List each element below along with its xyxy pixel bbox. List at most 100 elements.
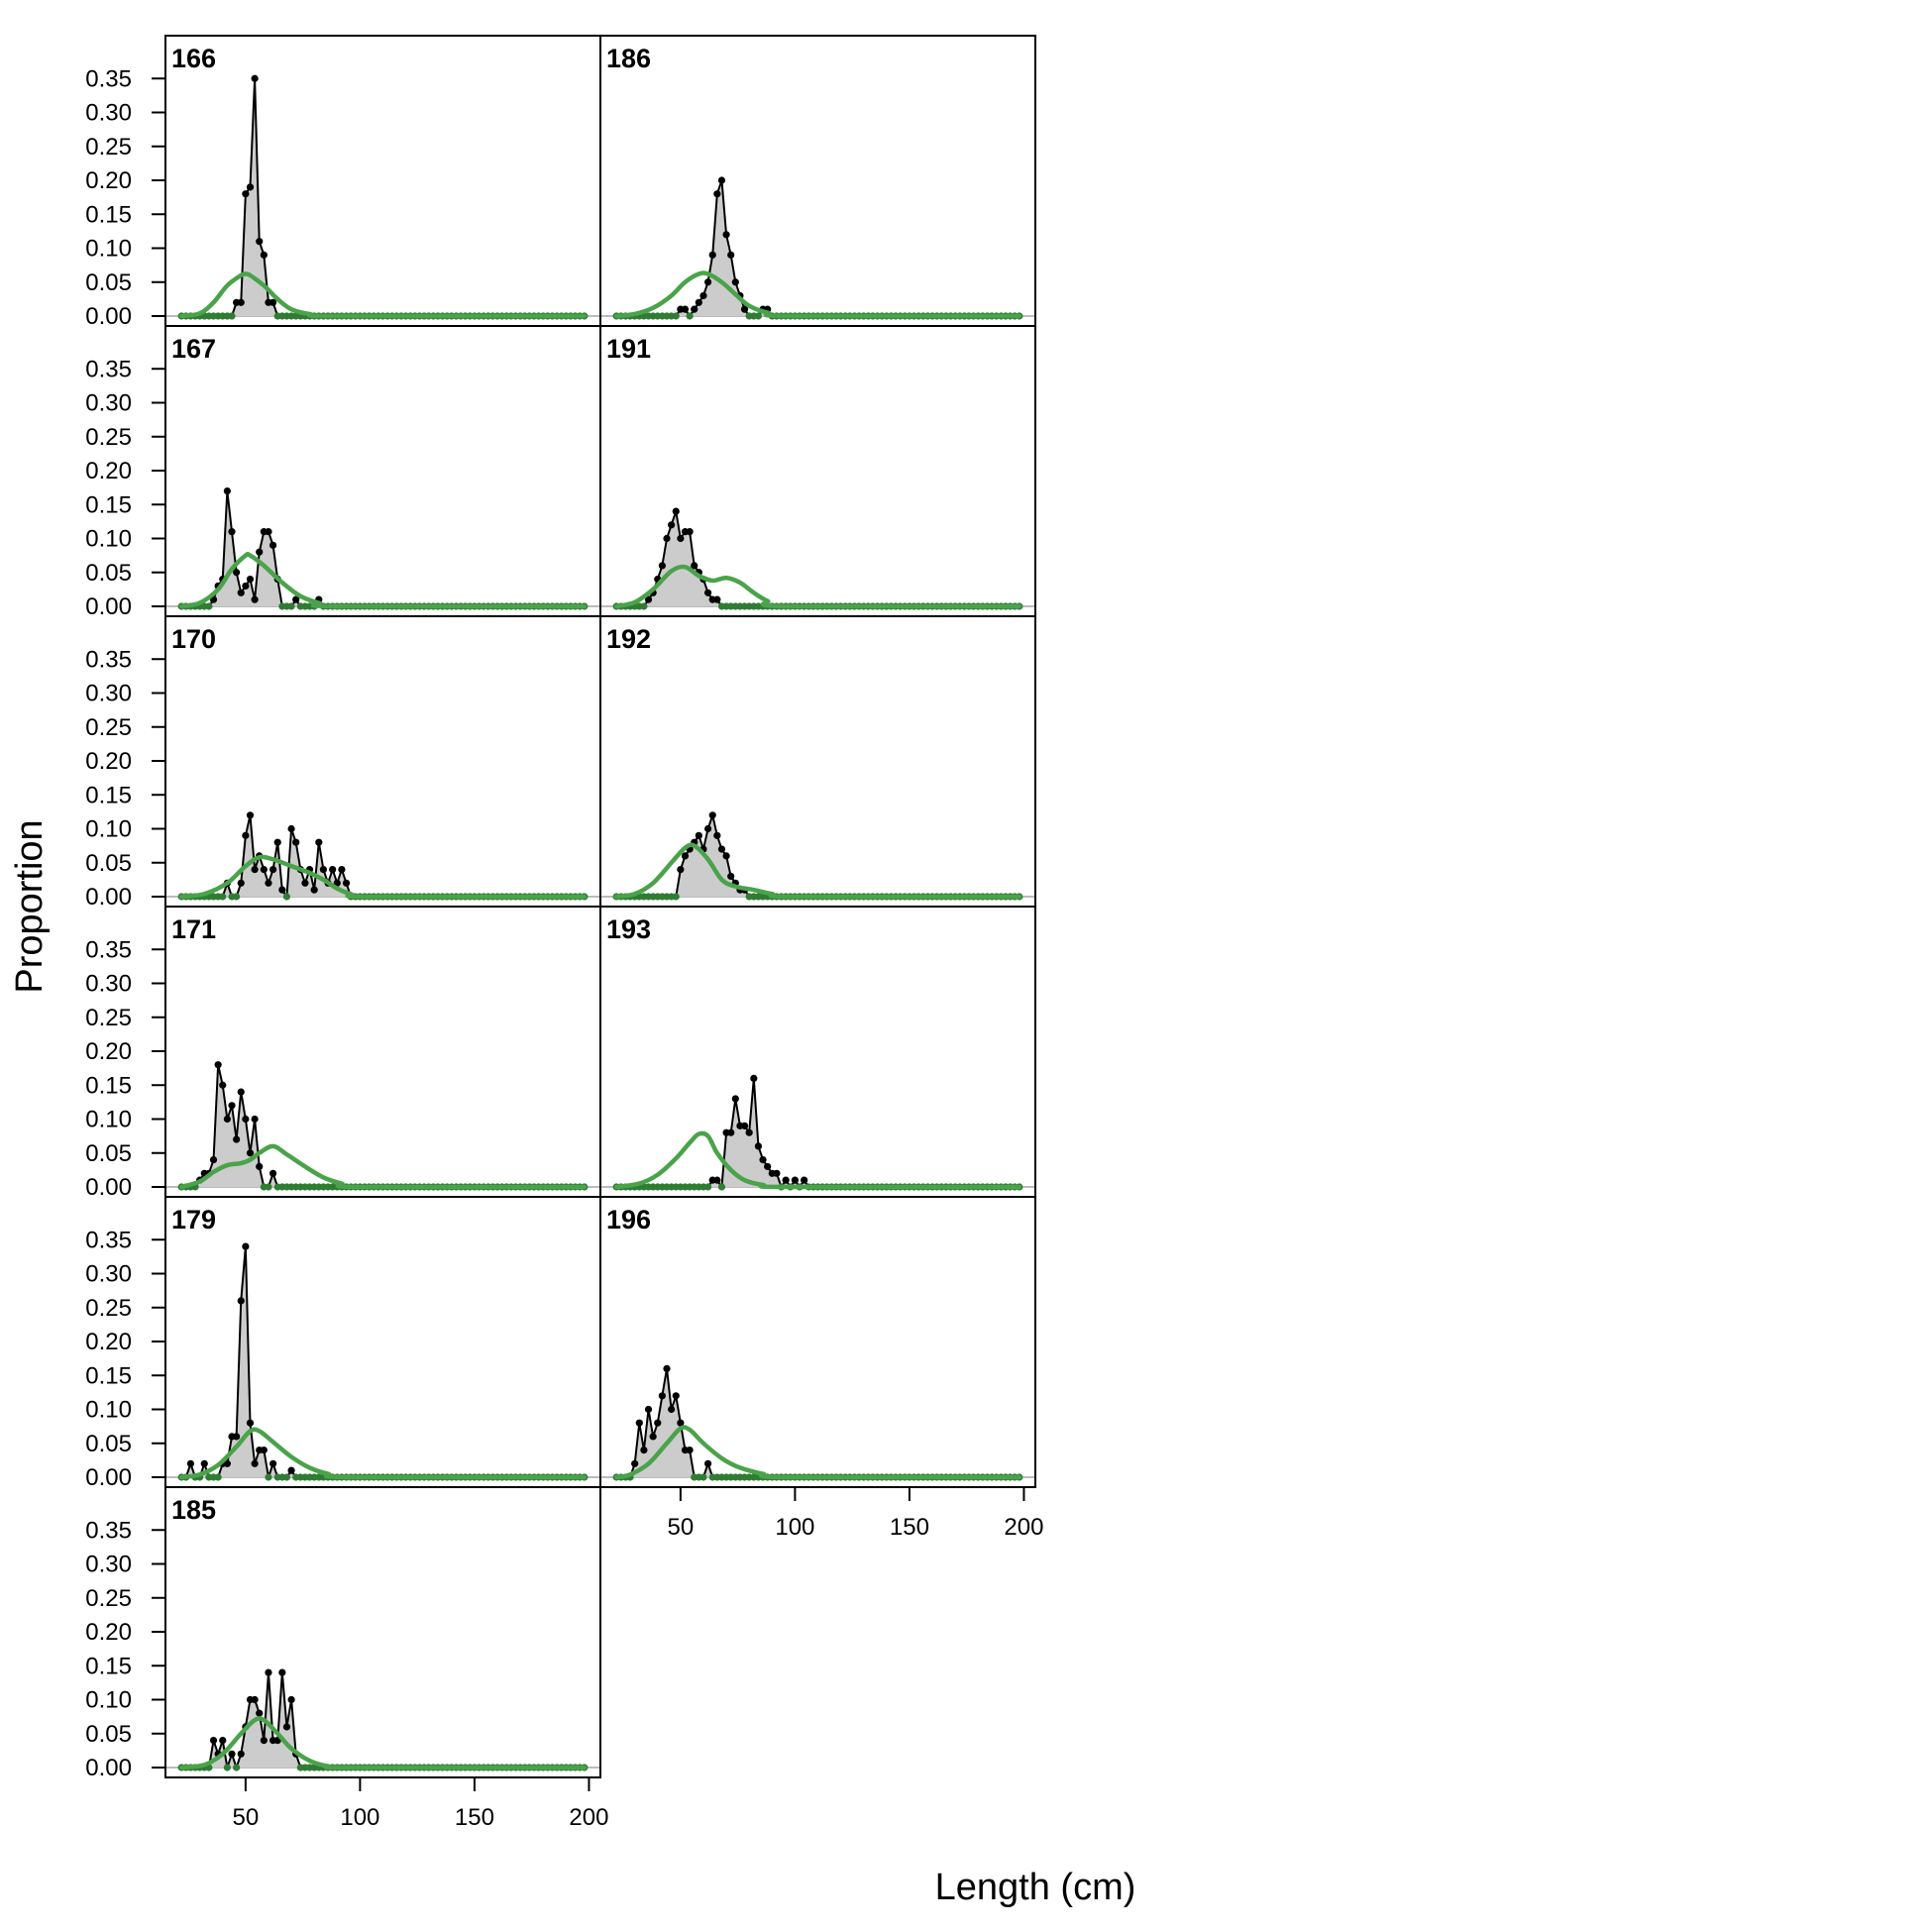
observed-point (251, 74, 259, 82)
observed-point (287, 824, 295, 833)
observed-point (260, 866, 268, 874)
observed-area (616, 511, 1020, 606)
panel-186: 186 (599, 35, 1036, 327)
y-tick-label: 0.15 (85, 1072, 132, 1099)
observed-line (616, 179, 1020, 318)
panel-171: 171 0.00 0.05 0.10 0.15 0.20 0.25 0.30 0.35 (85, 906, 601, 1201)
observed-point (722, 231, 730, 239)
observed-point (703, 278, 712, 286)
panel-label: 196 (606, 1205, 651, 1234)
observed-point (282, 893, 291, 901)
observed-point (219, 893, 227, 901)
y-tick-label: 0.30 (85, 971, 132, 998)
observed-point (237, 1088, 245, 1096)
observed-point (635, 1419, 643, 1427)
y-tick-label: 0.05 (85, 1431, 132, 1457)
y-tick-label: 0.30 (85, 681, 132, 707)
observed-point (233, 893, 241, 901)
panel-frame (164, 615, 601, 908)
y-tick-label: 0.05 (85, 560, 132, 587)
observed-point (237, 589, 245, 596)
expected-curve (613, 564, 1022, 609)
y-tick-label: 0.05 (85, 850, 132, 877)
x-tick-label: 150 (890, 1514, 929, 1541)
observed-point (750, 1074, 758, 1082)
observed-area (181, 490, 585, 606)
observed-point (686, 1447, 694, 1454)
x-tick-label: 50 (668, 1514, 695, 1541)
expected-curve (178, 854, 588, 900)
y-tick-label: 0.10 (85, 1397, 132, 1424)
y-tick-label: 0.35 (85, 1517, 132, 1544)
panel-frame (599, 615, 1036, 908)
y-tick-label: 0.15 (85, 782, 132, 808)
observed-point (691, 305, 698, 313)
observed-point (754, 1142, 763, 1150)
observed-point (644, 595, 653, 603)
y-tick-label: 0.10 (85, 526, 132, 553)
observed-point (265, 528, 272, 536)
observed-point (265, 1473, 272, 1481)
observed-point (209, 1737, 218, 1745)
y-tick-label: 0.20 (85, 1619, 132, 1646)
y-tick-label: 0.25 (85, 424, 132, 451)
observed-point (292, 838, 300, 846)
panel-170: 170 0.00 0.05 0.10 0.15 0.20 0.25 0.30 0.35 (85, 615, 601, 911)
x-axes-group: 50 100 150 200 50 100 150 200 (233, 1487, 1043, 1831)
observed-point (219, 1737, 227, 1745)
observed-point (200, 1459, 208, 1467)
observed-point (242, 1115, 250, 1124)
observed-point (268, 298, 277, 306)
observed-point (256, 1162, 264, 1171)
observed-point (278, 886, 286, 894)
observed-point (246, 576, 255, 584)
x-tick-label: 100 (775, 1514, 814, 1541)
observed-point (782, 1176, 790, 1184)
observed-point (691, 562, 698, 570)
observed-point (791, 1176, 799, 1184)
y-tick-label: 0.15 (85, 491, 132, 518)
observed-area (616, 180, 1020, 316)
observed-point (260, 251, 268, 259)
observed-point (223, 486, 231, 495)
observed-point (237, 1750, 245, 1758)
panel-179: 179 0.00 0.05 0.10 0.15 0.20 0.25 0.30 0.35 (85, 1196, 601, 1491)
y-tick-label: 0.10 (85, 236, 132, 263)
expected-curve (613, 270, 1022, 319)
y-tick-label: 0.15 (85, 1362, 132, 1389)
observed-point (703, 1183, 712, 1191)
observed-point (268, 541, 277, 549)
observed-point (672, 893, 680, 901)
observed-point (223, 1459, 231, 1467)
observed-point (315, 838, 323, 846)
y-tick-label: 0.35 (85, 1227, 132, 1253)
observed-point (722, 852, 730, 860)
observed-point (292, 595, 300, 603)
observed-point (663, 534, 671, 543)
observed-point (731, 278, 739, 286)
observed-point (677, 1419, 685, 1427)
observed-point (251, 866, 259, 874)
observed-point (237, 1297, 245, 1305)
y-tick-label: 0.00 (85, 593, 132, 620)
expected-curve (178, 1427, 588, 1480)
observed-point (268, 1459, 277, 1467)
observed-area (181, 1064, 585, 1187)
observed-point (663, 1364, 671, 1372)
observed-point (265, 879, 272, 887)
panel-192: 192 (599, 615, 1036, 908)
y-tick-label: 0.20 (85, 167, 132, 194)
observed-point (717, 176, 726, 184)
observed-point (242, 582, 250, 590)
observed-point (256, 238, 264, 246)
panel-label: 185 (171, 1495, 216, 1525)
observed-point (708, 811, 716, 819)
observed-point (228, 528, 236, 536)
observed-point (727, 872, 735, 881)
observed-point (695, 831, 702, 839)
panel-166: 166 0.00 0.05 0.10 0.15 0.20 0.25 0.30 0.35 (85, 35, 601, 330)
observed-point (282, 1473, 291, 1481)
observed-point (727, 251, 735, 259)
observed-area (616, 1368, 1020, 1477)
